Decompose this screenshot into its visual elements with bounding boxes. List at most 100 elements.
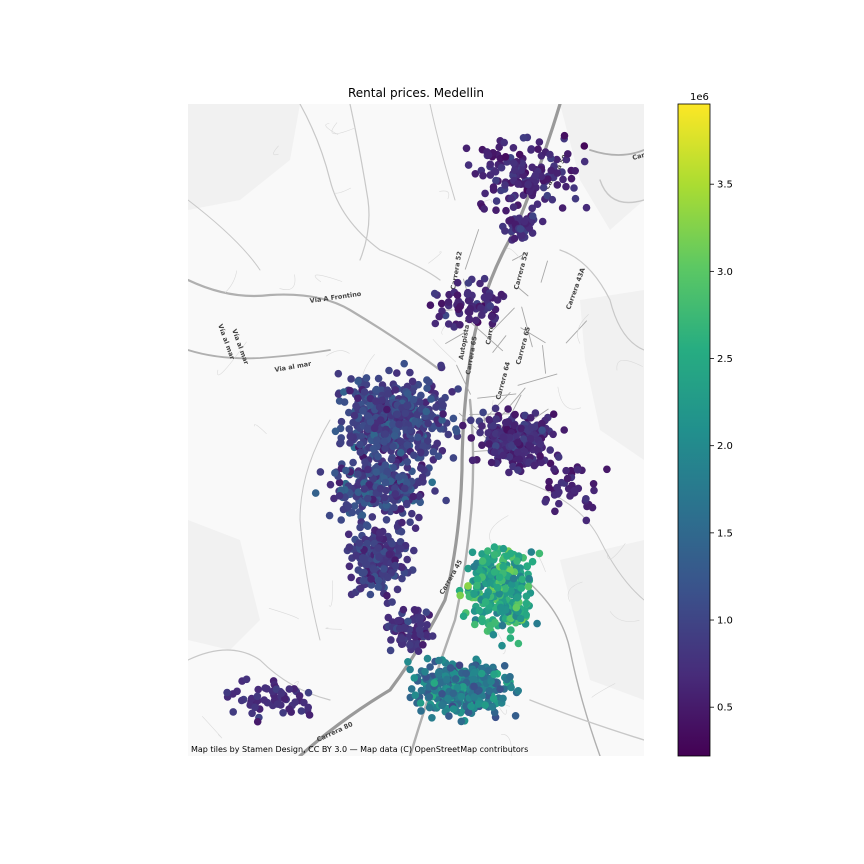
- rental-point: [287, 708, 296, 716]
- rental-point: [354, 488, 363, 497]
- rental-point: [439, 410, 447, 418]
- rental-point: [501, 181, 509, 189]
- rental-point: [513, 593, 521, 602]
- rental-point: [499, 544, 508, 553]
- rental-point: [358, 554, 367, 562]
- rental-point: [375, 403, 384, 411]
- rental-point: [281, 694, 289, 703]
- rental-point: [352, 551, 360, 560]
- rental-point: [422, 608, 431, 616]
- rental-point: [384, 613, 393, 622]
- rental-point: [413, 410, 422, 419]
- rental-point: [251, 703, 259, 712]
- rental-point: [337, 516, 346, 524]
- rental-point: [462, 144, 471, 153]
- rental-point: [510, 421, 519, 430]
- rental-point: [448, 388, 456, 396]
- rental-point: [416, 614, 425, 622]
- rental-point: [369, 445, 378, 453]
- rental-point: [331, 427, 340, 436]
- rental-point: [335, 478, 344, 487]
- rental-point: [528, 423, 536, 432]
- rental-point: [363, 539, 372, 548]
- rental-point: [416, 498, 425, 507]
- rental-point: [473, 581, 481, 590]
- rental-point: [370, 424, 379, 433]
- rental-point: [454, 305, 463, 314]
- rental-point: [468, 548, 477, 557]
- rental-point: [356, 440, 364, 449]
- rental-point: [431, 319, 440, 328]
- rental-point: [369, 565, 378, 574]
- rental-point: [490, 670, 498, 679]
- colorbar-tick-label: 1.5: [717, 528, 733, 539]
- rental-point: [277, 689, 286, 697]
- rental-point: [253, 692, 262, 701]
- rental-point: [492, 197, 501, 205]
- rental-point: [430, 679, 439, 687]
- rental-point: [528, 204, 536, 213]
- rental-point: [411, 417, 420, 426]
- rental-point: [495, 573, 504, 582]
- rental-point: [426, 301, 435, 310]
- rental-point: [481, 598, 490, 606]
- rental-point: [582, 203, 591, 212]
- rental-point: [378, 396, 386, 404]
- rental-point: [398, 518, 406, 527]
- rental-point: [489, 422, 498, 430]
- rental-point: [456, 321, 464, 329]
- rental-point: [354, 377, 362, 386]
- rental-point: [464, 161, 473, 169]
- rental-point: [509, 144, 518, 152]
- rental-point: [478, 617, 487, 626]
- rental-point: [380, 565, 388, 573]
- rental-point: [248, 709, 256, 718]
- rental-point: [518, 231, 526, 240]
- rental-point: [485, 440, 493, 448]
- rental-point: [477, 304, 485, 312]
- rental-point: [484, 666, 493, 675]
- rental-point: [356, 523, 364, 532]
- map-attribution: Map tiles by Stamen Design, CC BY 3.0 — …: [191, 745, 528, 754]
- rental-point: [492, 415, 501, 423]
- rental-point: [499, 694, 507, 703]
- rental-point: [484, 151, 493, 159]
- rental-point: [374, 452, 382, 461]
- rental-point: [340, 388, 348, 396]
- rental-point: [385, 366, 393, 375]
- rental-point: [414, 647, 423, 655]
- rental-point: [476, 279, 484, 288]
- rental-point: [495, 143, 504, 151]
- rental-point: [506, 673, 514, 681]
- rental-point: [397, 505, 405, 513]
- rental-point: [360, 485, 369, 493]
- rental-point: [539, 183, 548, 192]
- rental-point: [530, 461, 539, 470]
- rental-point: [345, 425, 354, 433]
- rental-point: [401, 484, 409, 493]
- rental-point: [391, 386, 400, 394]
- rental-point: [384, 390, 393, 398]
- rental-point: [438, 416, 446, 424]
- rental-point: [391, 561, 400, 570]
- rental-point: [386, 646, 395, 655]
- rental-point: [520, 217, 529, 226]
- rental-point: [487, 458, 496, 467]
- rental-point: [501, 153, 510, 161]
- rental-point: [407, 685, 416, 693]
- rental-point: [364, 425, 372, 434]
- rental-point: [533, 200, 542, 208]
- rental-point: [465, 308, 474, 317]
- rental-point: [559, 175, 567, 184]
- rental-point: [291, 698, 299, 706]
- rental-point: [398, 574, 406, 583]
- rental-point: [553, 169, 562, 177]
- rental-point: [527, 146, 535, 154]
- rental-point: [424, 419, 433, 428]
- rental-point: [390, 503, 399, 512]
- rental-point: [395, 473, 403, 481]
- rental-point: [463, 290, 472, 298]
- rental-point: [545, 483, 553, 492]
- rental-point: [449, 705, 458, 713]
- rental-points: [223, 131, 611, 726]
